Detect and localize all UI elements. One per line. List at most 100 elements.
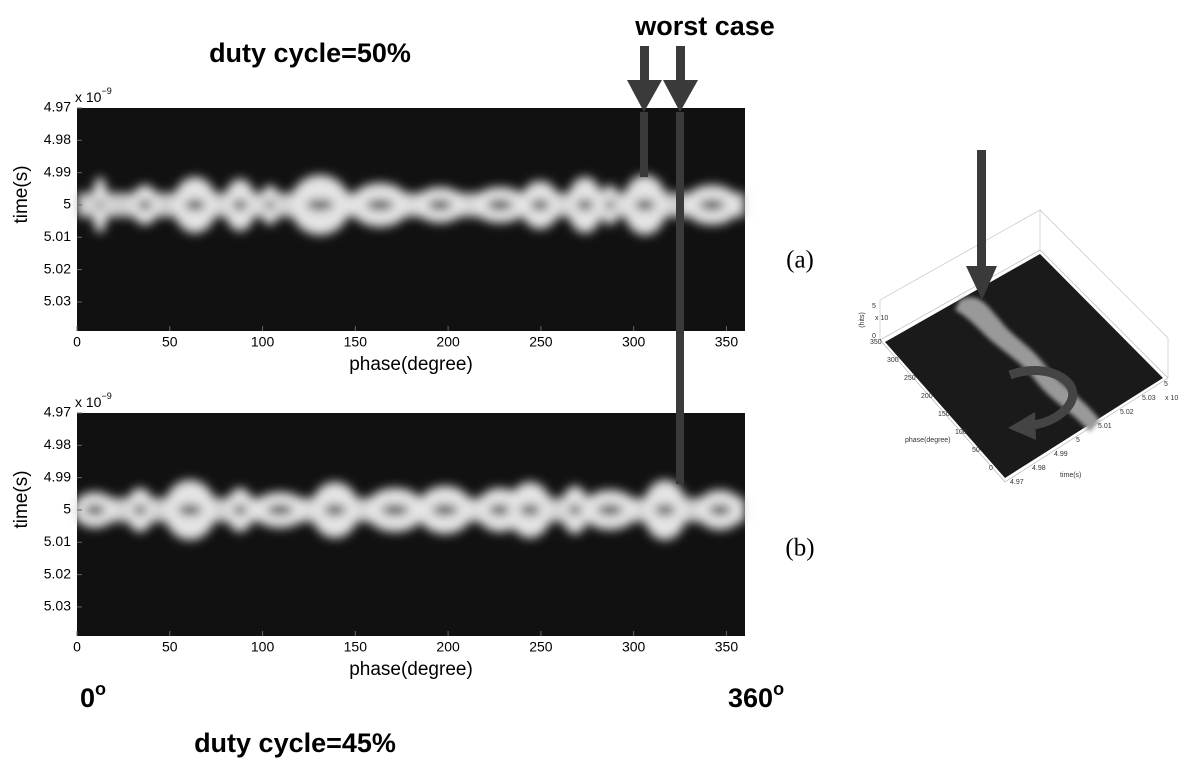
band-core [233,504,247,515]
inset-phase-tick: 0 [989,465,993,472]
band-core [185,199,205,210]
x-tick-label: 200 [436,334,460,350]
band-core [381,504,409,515]
x-tick-label: 50 [162,334,178,350]
band-core [709,504,731,515]
inset-phase-tick: 300 [887,357,899,364]
plots: 0 50 100 150 200 250 300 350 4.97 4.98 4.99 5 5.01 5.… [11,38,815,758]
y-tick-label: 5.03 [44,293,71,309]
x-tick-label: 300 [622,334,646,350]
y-tick-label: 5.02 [44,565,71,581]
y-offset: x 10−9 [75,86,112,104]
band-core [178,504,202,515]
worst-case-label: worst case [634,11,775,41]
band-core [324,504,346,515]
band-core [306,199,334,210]
inset-x-label: phase(degree) [905,437,951,444]
band-core [366,199,394,210]
band-core [605,199,615,210]
band-core [520,504,540,515]
intensity-band [73,479,745,540]
y-tick-label: 4.99 [44,163,71,179]
inset-phase-tick: 50 [972,447,980,454]
y-tick-label: 4.98 [44,131,71,147]
x-tick-label: 100 [251,334,275,350]
inset-z-label: (hits) [859,312,866,328]
inset-offset: x 10 [875,315,888,322]
x-axis-label: phase(degree) [349,354,473,375]
band-core [489,504,511,515]
start-label: 0o [80,679,106,713]
x-tick-label: 150 [344,334,368,350]
y-tick-label: 5 [63,196,71,212]
end-label: 360o [728,679,784,713]
inset-time-tick: 4.99 [1054,451,1068,458]
panel-label: (b) [785,535,814,562]
worst-case-arrows [627,46,698,484]
inset-z-tick: 5 [872,303,876,310]
band-core [487,199,513,210]
band-core [267,504,293,515]
y-tick-label: 5.03 [44,598,71,614]
x-tick-label: 150 [344,639,368,655]
y-tick-label: 4.98 [44,436,71,452]
band-core [96,199,104,210]
x-axis-label: phase(degree) [349,659,473,680]
x-tick-label: 200 [436,639,460,655]
band-core [655,504,675,515]
band-core [635,199,655,210]
offset-exponent: −9 [101,86,111,96]
y-tick-label: 5.01 [44,533,71,549]
inset-z-tick: 0 [872,333,876,340]
heatmap-panel: 0 50 100 150 200 250 300 350 4.97 4.98 4.99 5 5.01 5.… [11,38,814,375]
inset-time-tick: 5.02 [1120,409,1134,416]
panel-title: duty cycle=45% [194,728,396,758]
band-core [576,199,594,210]
inset-offset: x 10 [1165,395,1178,402]
band-core [432,504,458,515]
y-offset: x 10−9 [75,391,112,409]
band-core [232,199,248,210]
y-axis-label: time(s) [11,165,32,223]
inset-time-tick: 5.03 [1142,395,1156,402]
inset-phase-tick: 200 [921,393,933,400]
band-core [597,504,623,515]
endpoint-labels: 0o 360o [80,679,784,713]
y-tick-label: 4.99 [44,468,71,484]
y-tick-label: 5.02 [44,260,71,276]
heatmap-panel: 0 50 100 150 200 250 300 350 4.97 4.98 4.99 5 5.01 5.… [11,391,815,758]
offset-exponent: −9 [101,391,111,401]
band-core [138,199,152,210]
band-core [531,199,549,210]
x-tick-label: 0 [73,639,81,655]
inset-y-label: time(s) [1060,472,1081,479]
band-core [133,504,147,515]
panel-title: duty cycle=50% [209,38,411,68]
offset-base: x 10 [75,394,102,410]
y-tick-label: 4.97 [44,404,71,420]
x-tick-label: 250 [529,334,553,350]
band-core [699,199,725,210]
inset-time-tick: 4.97 [1010,479,1024,486]
inset-phase-tick: 350 [870,339,882,346]
inset-phase-tick: 250 [904,375,916,382]
offset-base: x 10 [75,89,102,105]
x-tick-label: 250 [529,639,553,655]
inset-phase-tick: 100 [955,429,967,436]
band-core [265,199,275,210]
x-tick-label: 350 [715,639,739,655]
inset-ticks: 3503002502001501005004.974.984.9955.015.… [870,303,1168,486]
panel-label: (a) [786,247,814,274]
y-axis-label: time(s) [11,470,32,528]
band-core [428,199,452,210]
y-tick-label: 5.01 [44,228,71,244]
inset-phase-tick: 150 [938,411,950,418]
intensity-band [77,174,745,235]
inset-time-tick: 4.98 [1032,465,1046,472]
inset-time-tick: 5 [1076,437,1080,444]
x-tick-label: 0 [73,334,81,350]
inset-3d: (hits) phase(degree) time(s) x 10 x 10 3… [859,150,1178,486]
band-core [568,504,582,515]
x-tick-label: 350 [715,334,739,350]
